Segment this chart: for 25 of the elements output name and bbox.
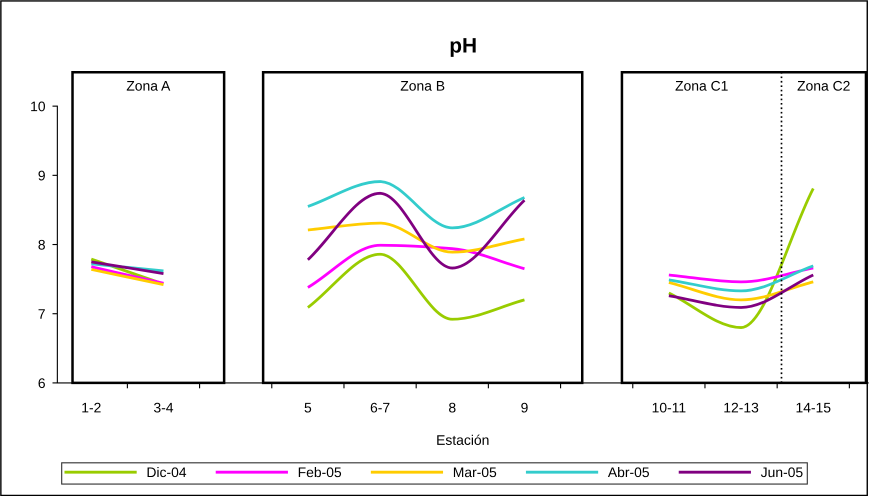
x-axis-title: Estación bbox=[437, 434, 488, 445]
legend-label: Feb-05 bbox=[298, 466, 342, 478]
y-tick-label: 7 bbox=[38, 309, 45, 319]
y-tick-label: 9 bbox=[38, 170, 45, 181]
x-tick-label: 5 bbox=[304, 402, 312, 413]
x-tick-label: 9 bbox=[521, 402, 528, 413]
x-tick-label: 1-2 bbox=[82, 402, 101, 412]
legend-label: Abr-05 bbox=[608, 466, 649, 478]
x-tick-label: 10-11 bbox=[652, 402, 686, 413]
text: Zona A bbox=[126, 81, 170, 91]
chart-title: pH bbox=[450, 38, 476, 57]
x-tick-label: 14-15 bbox=[796, 402, 830, 413]
legend-label: Dic-04 bbox=[148, 466, 186, 478]
x-tick-label: 3-4 bbox=[154, 402, 174, 413]
text: Zona C1 bbox=[676, 80, 728, 91]
legend-label: Mar-05 bbox=[454, 467, 496, 478]
legend-label: Jun-05 bbox=[760, 467, 803, 478]
text: Zona B bbox=[400, 81, 444, 91]
x-tick-label: 8 bbox=[449, 402, 456, 413]
y-tick-label: 8 bbox=[38, 240, 45, 250]
y-tick-label: 6 bbox=[38, 378, 45, 388]
text: Zona C2 bbox=[798, 80, 850, 91]
y-tick-label: 10 bbox=[31, 101, 46, 112]
x-tick-label: 12-13 bbox=[724, 402, 758, 413]
x-tick-label: 6-7 bbox=[370, 402, 390, 413]
